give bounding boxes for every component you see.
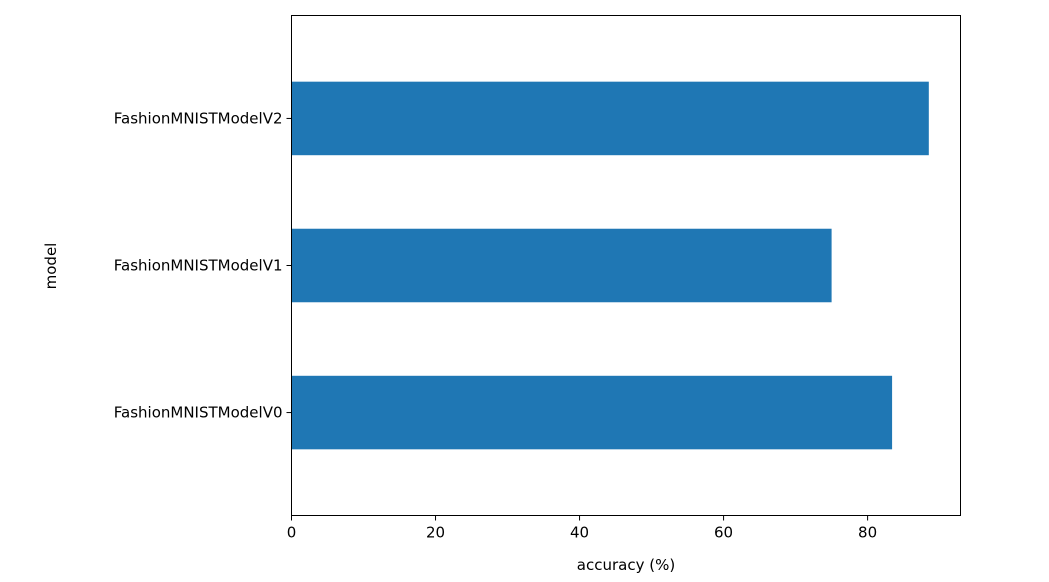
bar-FashionMNISTModelV2 — [291, 81, 929, 156]
x-tick-label: 80 — [858, 524, 877, 542]
x-tick-label: 0 — [287, 524, 297, 542]
y-tick-label: FashionMNISTModelV0 — [114, 404, 283, 422]
y-axis-label: model — [42, 243, 60, 290]
bars-group — [291, 81, 929, 450]
x-tick-label: 60 — [714, 524, 733, 542]
y-axis-ticks: FashionMNISTModelV0 FashionMNISTModelV1 Fa… — [114, 109, 292, 422]
x-tick-label: 40 — [570, 524, 589, 542]
x-axis-ticks: 0 20 40 60 80 — [287, 515, 877, 542]
bar-FashionMNISTModelV1 — [291, 228, 832, 303]
x-tick-label: 20 — [426, 524, 445, 542]
y-tick-label: FashionMNISTModelV2 — [114, 109, 283, 127]
x-axis-label: accuracy (%) — [577, 556, 675, 574]
bar-FashionMNISTModelV0 — [291, 375, 893, 450]
y-tick-label: FashionMNISTModelV1 — [114, 257, 283, 275]
